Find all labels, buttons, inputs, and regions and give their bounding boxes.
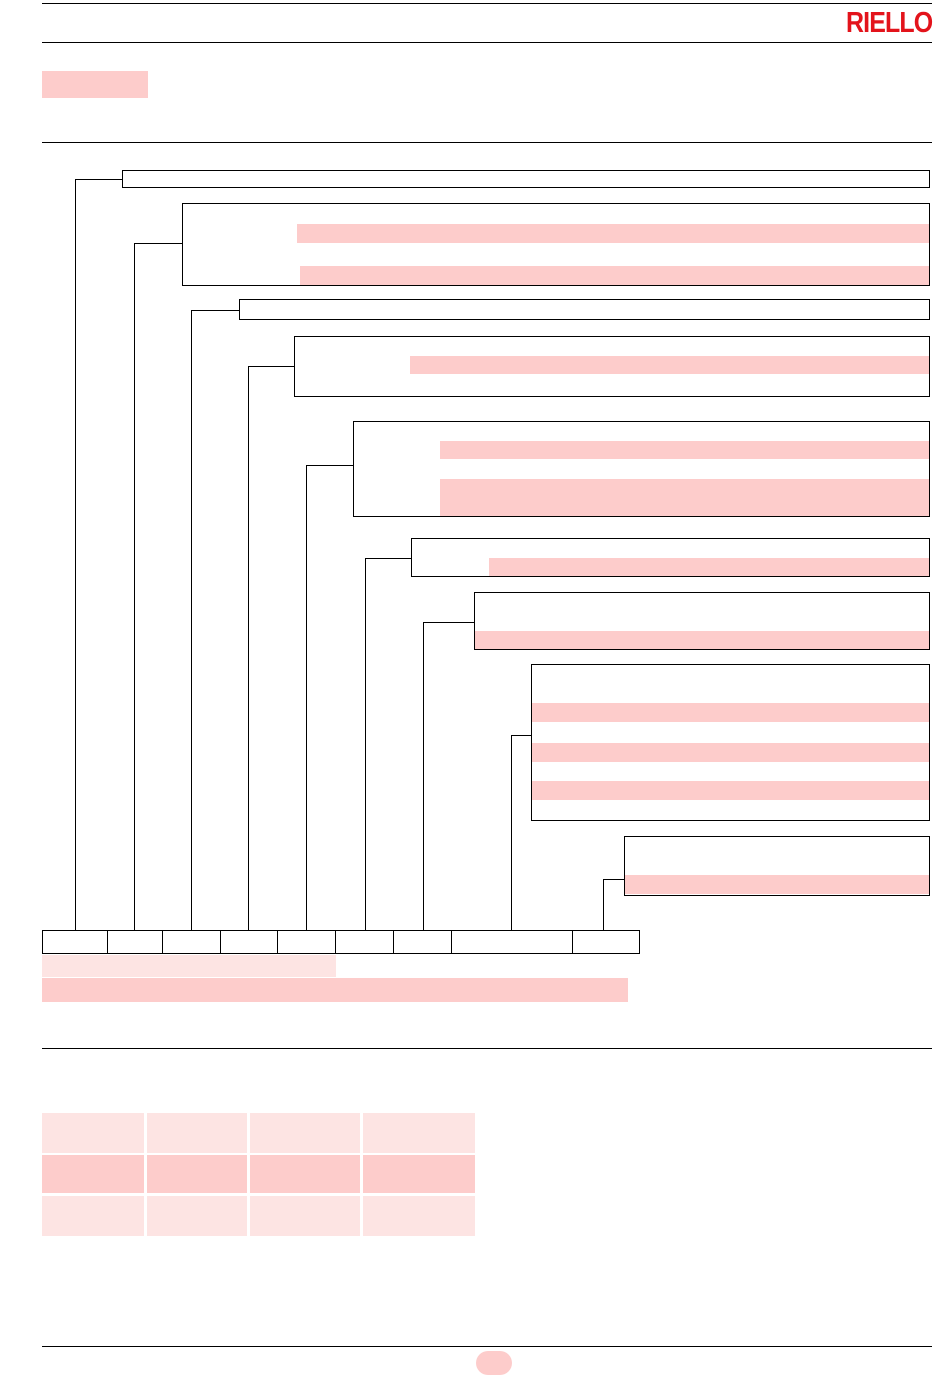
table-cell bbox=[42, 1113, 144, 1153]
connector-v-1 bbox=[75, 179, 76, 931]
box-5-highlight-2 bbox=[440, 479, 929, 516]
code-cell-6 bbox=[336, 930, 394, 954]
section-divider bbox=[42, 142, 932, 143]
table-cell bbox=[42, 1155, 144, 1193]
box-8-highlight-2 bbox=[532, 743, 929, 762]
table-cell bbox=[250, 1113, 360, 1153]
connector-v-8 bbox=[511, 735, 512, 931]
designation-box-6 bbox=[411, 538, 930, 577]
box-2-highlight-1 bbox=[297, 224, 929, 243]
code-cell-9 bbox=[573, 930, 640, 954]
box-9-highlight-1 bbox=[625, 875, 929, 894]
code-cell-5 bbox=[278, 930, 336, 954]
header-bottom-rule bbox=[42, 42, 932, 43]
designation-box-8 bbox=[531, 664, 930, 821]
connector-v-5 bbox=[306, 465, 307, 931]
designation-box-4 bbox=[294, 336, 930, 397]
connector-v-3 bbox=[191, 310, 192, 931]
box-4-highlight-1 bbox=[410, 356, 929, 374]
designation-note-highlight-2 bbox=[42, 978, 628, 1002]
connector-h-7 bbox=[423, 622, 475, 623]
code-cell-7 bbox=[394, 930, 452, 954]
box-2-highlight-2 bbox=[300, 266, 929, 285]
designation-box-5 bbox=[353, 421, 930, 517]
connector-h-2 bbox=[134, 243, 183, 244]
connector-v-2 bbox=[134, 243, 135, 931]
connector-h-4 bbox=[248, 366, 295, 367]
connector-h-5 bbox=[306, 465, 354, 466]
brand-logo: RIELLO bbox=[846, 7, 933, 39]
connector-v-9 bbox=[603, 879, 604, 931]
designation-box-3 bbox=[239, 299, 930, 320]
table-cell bbox=[250, 1196, 360, 1236]
table-cell bbox=[42, 1196, 144, 1236]
table-cell bbox=[250, 1155, 360, 1193]
box-8-highlight-3 bbox=[532, 781, 929, 800]
page-number-badge bbox=[476, 1351, 512, 1375]
footer-rule bbox=[42, 1346, 932, 1347]
designation-box-1 bbox=[122, 170, 930, 188]
connector-h-6 bbox=[365, 558, 412, 559]
connector-h-8 bbox=[511, 735, 532, 736]
designation-box-9 bbox=[624, 836, 930, 896]
code-cell-2 bbox=[108, 930, 163, 954]
table-cell bbox=[363, 1196, 475, 1236]
box-6-highlight-1 bbox=[489, 558, 929, 576]
table-cell bbox=[147, 1196, 247, 1236]
section-title-highlight bbox=[42, 71, 148, 98]
box-7-highlight-1 bbox=[475, 631, 929, 649]
designation-note-highlight-1 bbox=[42, 955, 336, 977]
connector-v-6 bbox=[365, 558, 366, 931]
designation-box-2 bbox=[182, 203, 930, 286]
code-cell-4 bbox=[221, 930, 278, 954]
header-top-rule bbox=[42, 3, 932, 4]
code-cell-3 bbox=[163, 930, 221, 954]
table-cell bbox=[147, 1155, 247, 1193]
table-cell bbox=[363, 1155, 475, 1193]
connector-h-3 bbox=[191, 310, 240, 311]
code-cell-8 bbox=[452, 930, 573, 954]
code-cell-1 bbox=[42, 930, 108, 954]
connector-v-7 bbox=[423, 622, 424, 931]
box-5-highlight-1 bbox=[440, 441, 929, 459]
connector-v-4 bbox=[248, 366, 249, 931]
connector-h-1 bbox=[75, 179, 123, 180]
table-cell bbox=[363, 1113, 475, 1153]
table-cell bbox=[147, 1113, 247, 1153]
connector-h-9 bbox=[603, 879, 625, 880]
section-divider-2 bbox=[42, 1048, 932, 1049]
designation-box-7 bbox=[474, 592, 930, 650]
box-8-highlight-1 bbox=[532, 703, 929, 722]
